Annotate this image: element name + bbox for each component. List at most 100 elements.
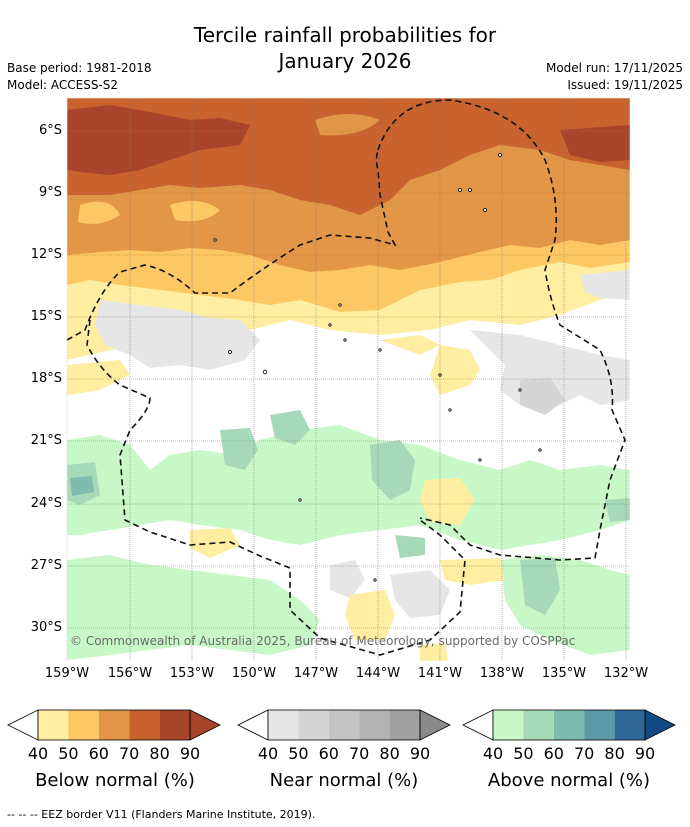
below-70-hole xyxy=(315,114,380,136)
colorbar-below xyxy=(7,709,221,741)
above-tick: 60 xyxy=(543,744,564,763)
colorbars xyxy=(7,709,676,741)
below-40-patch-a xyxy=(380,335,480,395)
below-swatch-60 xyxy=(98,710,130,740)
lat-label-6s: 6°S xyxy=(38,123,62,138)
copyright-notice: © Commonwealth of Australia 2025, Bureau… xyxy=(70,634,576,648)
title-line-1: Tercile rainfall probabilities for xyxy=(193,23,497,47)
near-swatch-60 xyxy=(328,710,360,740)
legend-title-near: Near normal (%) xyxy=(269,770,419,791)
lon-label-135w: 135°W xyxy=(541,666,587,681)
lat-label-9s: 9°S xyxy=(38,185,62,200)
above-swatch-40 xyxy=(493,710,524,740)
above-tick: 40 xyxy=(482,744,504,763)
below-40-south-e xyxy=(420,643,448,661)
lat-label-12s: 12°S xyxy=(30,247,62,262)
above-swatch-60 xyxy=(553,710,585,740)
near-40-patch-sw xyxy=(330,560,365,598)
below-40-south-b xyxy=(345,590,395,640)
above-swatch-80 xyxy=(614,710,645,740)
near-tick: 60 xyxy=(318,744,339,763)
below-tick: 80 xyxy=(149,744,170,763)
above-tick: 80 xyxy=(604,744,625,763)
below-tick: 70 xyxy=(119,744,140,763)
model-name: Model: ACCESS-S2 xyxy=(7,78,119,92)
eez-border-central xyxy=(66,149,397,341)
below-60-hole-a xyxy=(170,201,220,222)
above-swatch-70 xyxy=(584,710,615,740)
legend-title-below: Below normal (%) xyxy=(35,770,195,791)
lon-label-147w: 147°W xyxy=(293,666,339,681)
lat-label-24s: 24°S xyxy=(30,496,62,511)
below-tick: 40 xyxy=(27,744,49,763)
below-40-patch-b xyxy=(67,360,130,395)
above-tick: 90 xyxy=(634,744,656,763)
issued-date: Issued: 19/11/2025 xyxy=(567,78,683,92)
probability-map xyxy=(66,97,631,662)
lon-label-144w: 144°W xyxy=(355,666,401,681)
near-swatch-50 xyxy=(298,710,329,740)
title-line-2: January 2026 xyxy=(278,49,412,73)
near-40-band xyxy=(95,300,260,370)
above-tick: 70 xyxy=(574,744,595,763)
lon-label-159w: 159°W xyxy=(44,666,90,681)
below-80-strip xyxy=(560,125,630,162)
above-40-region-south xyxy=(67,555,320,660)
lon-label-153w: 153°W xyxy=(169,666,215,681)
lat-label-15s: 15°S xyxy=(30,309,62,324)
near-tick: 90 xyxy=(409,744,431,763)
eez-footnote: -- -- -- EEZ border V11 (Flanders Marine… xyxy=(7,808,316,821)
above-40-region-west xyxy=(67,425,630,550)
below-tick: 60 xyxy=(88,744,109,763)
lon-label-138w: 138°W xyxy=(479,666,525,681)
near-40-patch-ne xyxy=(580,270,630,300)
above-50-patch-c xyxy=(270,410,310,445)
base-period: Base period: 1981-2018 xyxy=(7,61,152,75)
map-title: Tercile rainfall probabilities for Janua… xyxy=(0,22,690,74)
model-run-date: Model run: 17/11/2025 xyxy=(545,61,683,75)
islands xyxy=(213,153,542,582)
near-tick: 80 xyxy=(379,744,400,763)
eez-borders xyxy=(66,99,626,656)
lon-label-156w: 156°W xyxy=(107,666,153,681)
lat-label-30s: 30°S xyxy=(30,620,62,635)
lat-label-18s: 18°S xyxy=(30,371,62,386)
below-swatch-50 xyxy=(68,710,99,740)
lon-label-150w: 150°W xyxy=(231,666,277,681)
map-frame xyxy=(66,97,631,662)
near-swatch-70 xyxy=(359,710,390,740)
near-40-patch-east xyxy=(470,330,630,410)
legend-title-above: Above normal (%) xyxy=(487,770,651,791)
below-tick: 50 xyxy=(58,744,79,763)
below-swatch-70 xyxy=(129,710,160,740)
above-swatch-50 xyxy=(523,710,554,740)
colorbar-near xyxy=(237,709,451,741)
lon-label-141w: 141°W xyxy=(417,666,463,681)
lon-label-132w: 132°W xyxy=(603,666,649,681)
near-swatch-80 xyxy=(389,710,420,740)
eez-border-north xyxy=(377,99,626,561)
above-60-patch xyxy=(70,476,94,496)
model-info: Base period: 1981-2018 Model: ACCESS-S2 xyxy=(7,60,152,94)
below-40-south-a xyxy=(420,478,475,525)
above-50-patch-a xyxy=(370,440,415,500)
below-80-region xyxy=(67,105,250,175)
colorbar-above xyxy=(462,709,676,741)
eez-border-west xyxy=(86,319,466,656)
below-tick: 90 xyxy=(179,744,201,763)
above-tick: 50 xyxy=(513,744,534,763)
above-50-patch-d xyxy=(520,558,560,615)
lat-label-27s: 27°S xyxy=(30,558,62,573)
near-50-patch xyxy=(520,378,565,415)
above-50-patch-g xyxy=(395,535,425,558)
near-tick: 50 xyxy=(288,744,309,763)
near-swatch-40 xyxy=(268,710,299,740)
near-tick: 40 xyxy=(257,744,279,763)
above-50-patch-b xyxy=(220,428,258,470)
lat-label-21s: 21°S xyxy=(30,433,62,448)
near-40-patch-south xyxy=(390,570,450,618)
below-60-hole-b xyxy=(78,201,120,224)
below-40-south-c xyxy=(440,558,505,585)
below-swatch-40 xyxy=(38,710,69,740)
near-tick: 70 xyxy=(349,744,370,763)
